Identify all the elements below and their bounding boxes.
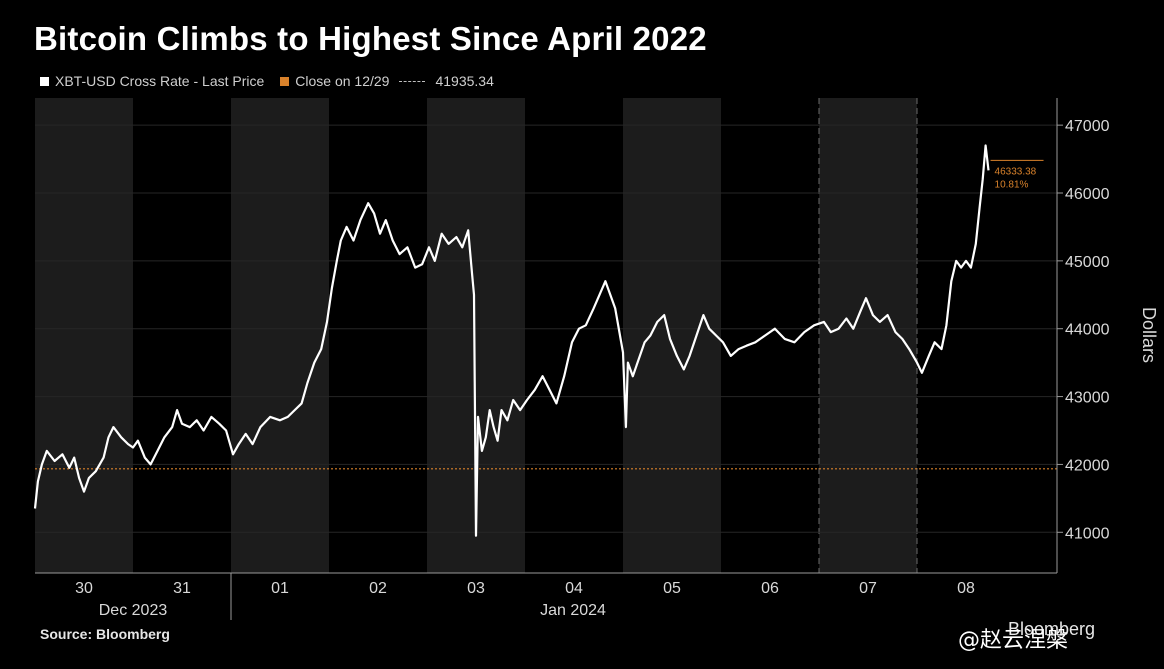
y-tick-label: 42000 [1065,457,1110,474]
shaded-day-band [35,98,133,573]
x-tick-label: 08 [957,580,975,597]
x-tick-label: 04 [565,580,583,597]
shaded-day-band [819,98,917,573]
legend: XBT-USD Cross Rate - Last Price Close on… [40,73,494,89]
legend-dash-line [399,80,426,82]
x-tick-label: 02 [369,580,387,597]
legend-close-label: Close on 12/29 [295,73,390,89]
y-tick-label: 43000 [1065,390,1110,407]
x-tick-label: 03 [467,580,485,597]
shaded-day-band [623,98,721,573]
brand-logo-text: Bloomberg [1008,619,1096,639]
last-value-tag: 10.81% [995,179,1029,190]
legend-series-label: XBT-USD Cross Rate - Last Price [55,73,265,89]
close-swatch [280,76,290,86]
y-tick-label: 45000 [1065,254,1110,271]
chart-title: Bitcoin Climbs to Highest Since April 20… [34,20,707,57]
x-tick-label: 30 [75,580,93,597]
x-tick-label: 05 [663,580,681,597]
y-tick-label: 47000 [1065,118,1110,135]
y-tick-label: 41000 [1065,525,1110,542]
series-swatch [40,76,49,86]
y-tick-label: 44000 [1065,322,1110,339]
x-tick-label: 31 [173,580,191,597]
price-series-line [33,144,990,537]
last-value-tag: 46333.38 [995,166,1037,177]
source-note: Source: Bloomberg [40,626,170,642]
shaded-day-band [231,98,329,573]
x-month-label: Dec 2023 [99,602,168,619]
x-tick-label: 07 [859,580,877,597]
y-axis-label: Dollars [1139,307,1159,363]
x-tick-label: 06 [761,580,779,597]
x-month-label: Jan 2024 [540,602,606,619]
watermark: @赵云涅槃 [958,628,1069,653]
x-tick-label: 01 [271,580,289,597]
y-tick-label: 46000 [1065,186,1110,203]
legend-close-value: 41935.34 [435,73,494,89]
